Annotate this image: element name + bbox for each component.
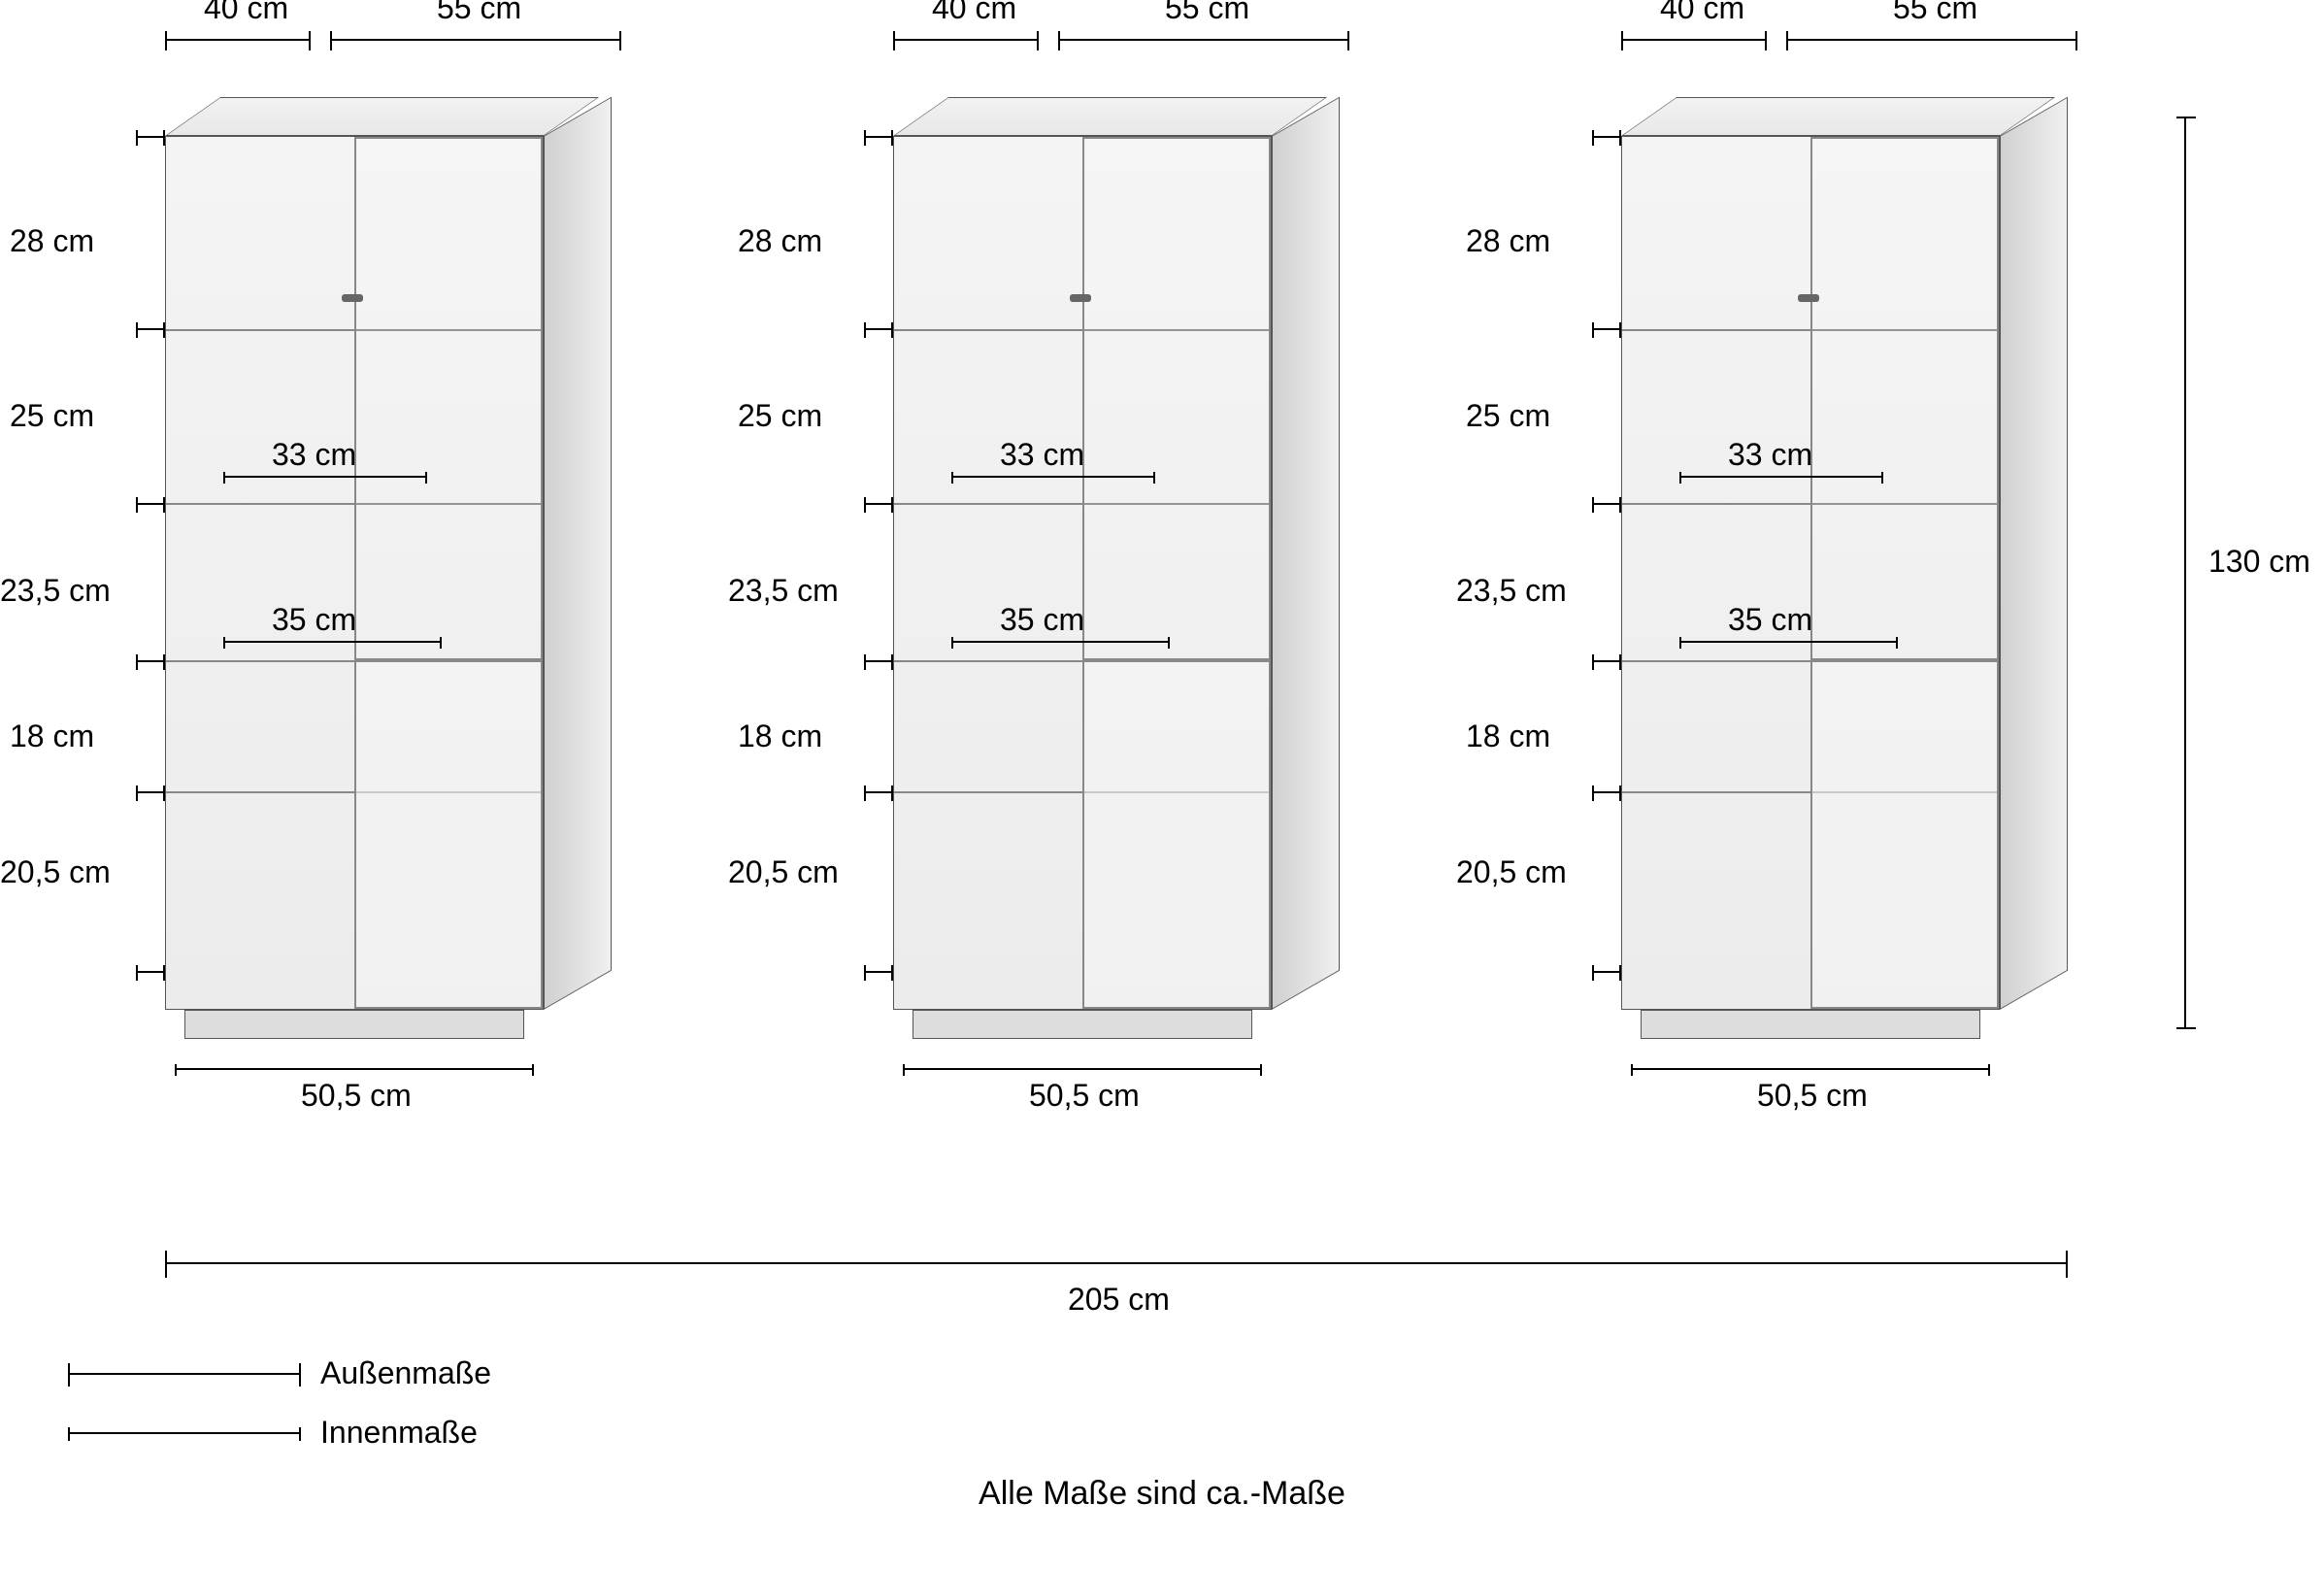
- dim-c2-ticks: [864, 136, 893, 971]
- cabinet-3-top: [1621, 97, 2055, 136]
- dim-c3-depth-line: [1621, 39, 1767, 41]
- dim-c3-shelf33-line: [1679, 476, 1883, 478]
- cabinet-3-door-bottom: [1810, 660, 1999, 1009]
- cabinet-3-glass-door: [1810, 137, 1999, 660]
- dim-c1-shelf35: 35 cm: [272, 602, 356, 638]
- cabinet-1-door-bottom: [354, 660, 543, 1009]
- cabinet-3-front: [1621, 136, 2000, 1010]
- dim-c2-depth-line: [893, 39, 1039, 41]
- dim-c1-width: 55 cm: [437, 0, 521, 26]
- cabinet-3: 40 cm 55 cm 33 cm 35 cm 50,5 cm: [1621, 97, 2126, 1068]
- dim-c3-shelf33: 33 cm: [1728, 437, 1812, 473]
- cabinet-1-handle: [342, 294, 363, 302]
- dim-c3-innerw: 50,5 cm: [1757, 1078, 1868, 1114]
- dim-c2-width: 55 cm: [1165, 0, 1249, 26]
- cabinet-2-plinth: [913, 1010, 1252, 1039]
- dim-c3-width-line: [1786, 39, 2077, 41]
- diagram-stage: 40 cm 55 cm 33 cm 35 cm: [0, 0, 2324, 1571]
- dim-c3-ticks: [1592, 136, 1621, 971]
- legend-inner-row: Innenmaße: [68, 1415, 491, 1451]
- dim-c3-h2: 23,5 cm: [1456, 573, 1567, 609]
- cabinet-1-plinth: [184, 1010, 524, 1039]
- dim-c1-h1: 25 cm: [10, 398, 94, 434]
- cabinet-3-plinth: [1641, 1010, 1980, 1039]
- dim-c1-h0: 28 cm: [10, 223, 94, 259]
- approx-note: Alle Maße sind ca.-Maße: [979, 1475, 1345, 1513]
- dim-c1-depth: 40 cm: [204, 0, 288, 26]
- dim-total-width-line: [165, 1262, 2068, 1264]
- legend-outer-row: Außenmaße: [68, 1355, 491, 1391]
- dim-c1-shelf35-line: [223, 641, 442, 643]
- dim-c2-h4: 20,5 cm: [728, 854, 839, 890]
- dim-total-height-line: [2184, 117, 2186, 1029]
- dim-c3-width: 55 cm: [1893, 0, 1977, 26]
- cabinet-2-body: [893, 136, 1272, 1010]
- legend-outer-bar: [68, 1373, 301, 1375]
- cabinet-1-top: [165, 97, 599, 136]
- dim-c3-depth: 40 cm: [1660, 0, 1744, 26]
- cabinet-2-top: [893, 97, 1327, 136]
- dim-c1-shelf33: 33 cm: [272, 437, 356, 473]
- cabinet-2-front: [893, 136, 1272, 1010]
- dim-c3-shelf35-line: [1679, 641, 1898, 643]
- cabinet-1-side: [544, 97, 612, 1010]
- cabinet-2-handle: [1070, 294, 1091, 302]
- legend-outer-label: Außenmaße: [320, 1355, 491, 1391]
- dim-total-width: 205 cm: [1068, 1282, 1170, 1318]
- dim-c2-shelf33: 33 cm: [1000, 437, 1084, 473]
- legend-inner-bar: [68, 1432, 301, 1434]
- dim-c3-h3: 18 cm: [1466, 719, 1550, 754]
- dim-c1-depth-line: [165, 39, 311, 41]
- dim-c2-h2: 23,5 cm: [728, 573, 839, 609]
- dim-c2-shelf35: 35 cm: [1000, 602, 1084, 638]
- dim-c1-h4: 20,5 cm: [0, 854, 111, 890]
- dim-c3-h1: 25 cm: [1466, 398, 1550, 434]
- dim-c1-h2: 23,5 cm: [0, 573, 111, 609]
- dim-c2-shelf33-line: [951, 476, 1155, 478]
- cabinet-1: 40 cm 55 cm 33 cm 35 cm: [165, 97, 670, 1068]
- dim-c2-h3: 18 cm: [738, 719, 822, 754]
- cabinet-1-front: [165, 136, 544, 1010]
- dim-c2-innerw: 50,5 cm: [1029, 1078, 1140, 1114]
- dim-c2-width-line: [1058, 39, 1349, 41]
- dim-c2-innerw-line: [903, 1068, 1262, 1070]
- dim-c3-innerw-line: [1631, 1068, 1990, 1070]
- cabinet-1-body: [165, 136, 544, 1010]
- dim-c1-ticks: [136, 136, 165, 971]
- dim-c1-innerw: 50,5 cm: [301, 1078, 412, 1114]
- cabinet-2-side: [1272, 97, 1340, 1010]
- dim-c1-innerw-line: [175, 1068, 534, 1070]
- legend-inner-label: Innenmaße: [320, 1415, 478, 1451]
- dim-c2-shelf35-line: [951, 641, 1170, 643]
- dim-c1-shelf33-line: [223, 476, 427, 478]
- cabinet-3-body: [1621, 136, 2000, 1010]
- cabinet-2: 40 cm 55 cm 33 cm 35 cm 50,5 cm: [893, 97, 1398, 1068]
- dim-c1-width-line: [330, 39, 621, 41]
- cabinet-2-door-bottom: [1082, 660, 1271, 1009]
- dim-c3-h0: 28 cm: [1466, 223, 1550, 259]
- dim-c3-h4: 20,5 cm: [1456, 854, 1567, 890]
- dim-c1-h3: 18 cm: [10, 719, 94, 754]
- cabinet-3-side: [2000, 97, 2068, 1010]
- dim-c3-shelf35: 35 cm: [1728, 602, 1812, 638]
- cabinet-2-glass-door: [1082, 137, 1271, 660]
- cabinet-3-handle: [1798, 294, 1819, 302]
- dim-c2-h1: 25 cm: [738, 398, 822, 434]
- dim-total-height: 130 cm: [2208, 544, 2310, 580]
- cabinet-1-glass-door: [354, 137, 543, 660]
- dim-c2-h0: 28 cm: [738, 223, 822, 259]
- dim-c2-depth: 40 cm: [932, 0, 1016, 26]
- legend: Außenmaße Innenmaße: [68, 1355, 491, 1474]
